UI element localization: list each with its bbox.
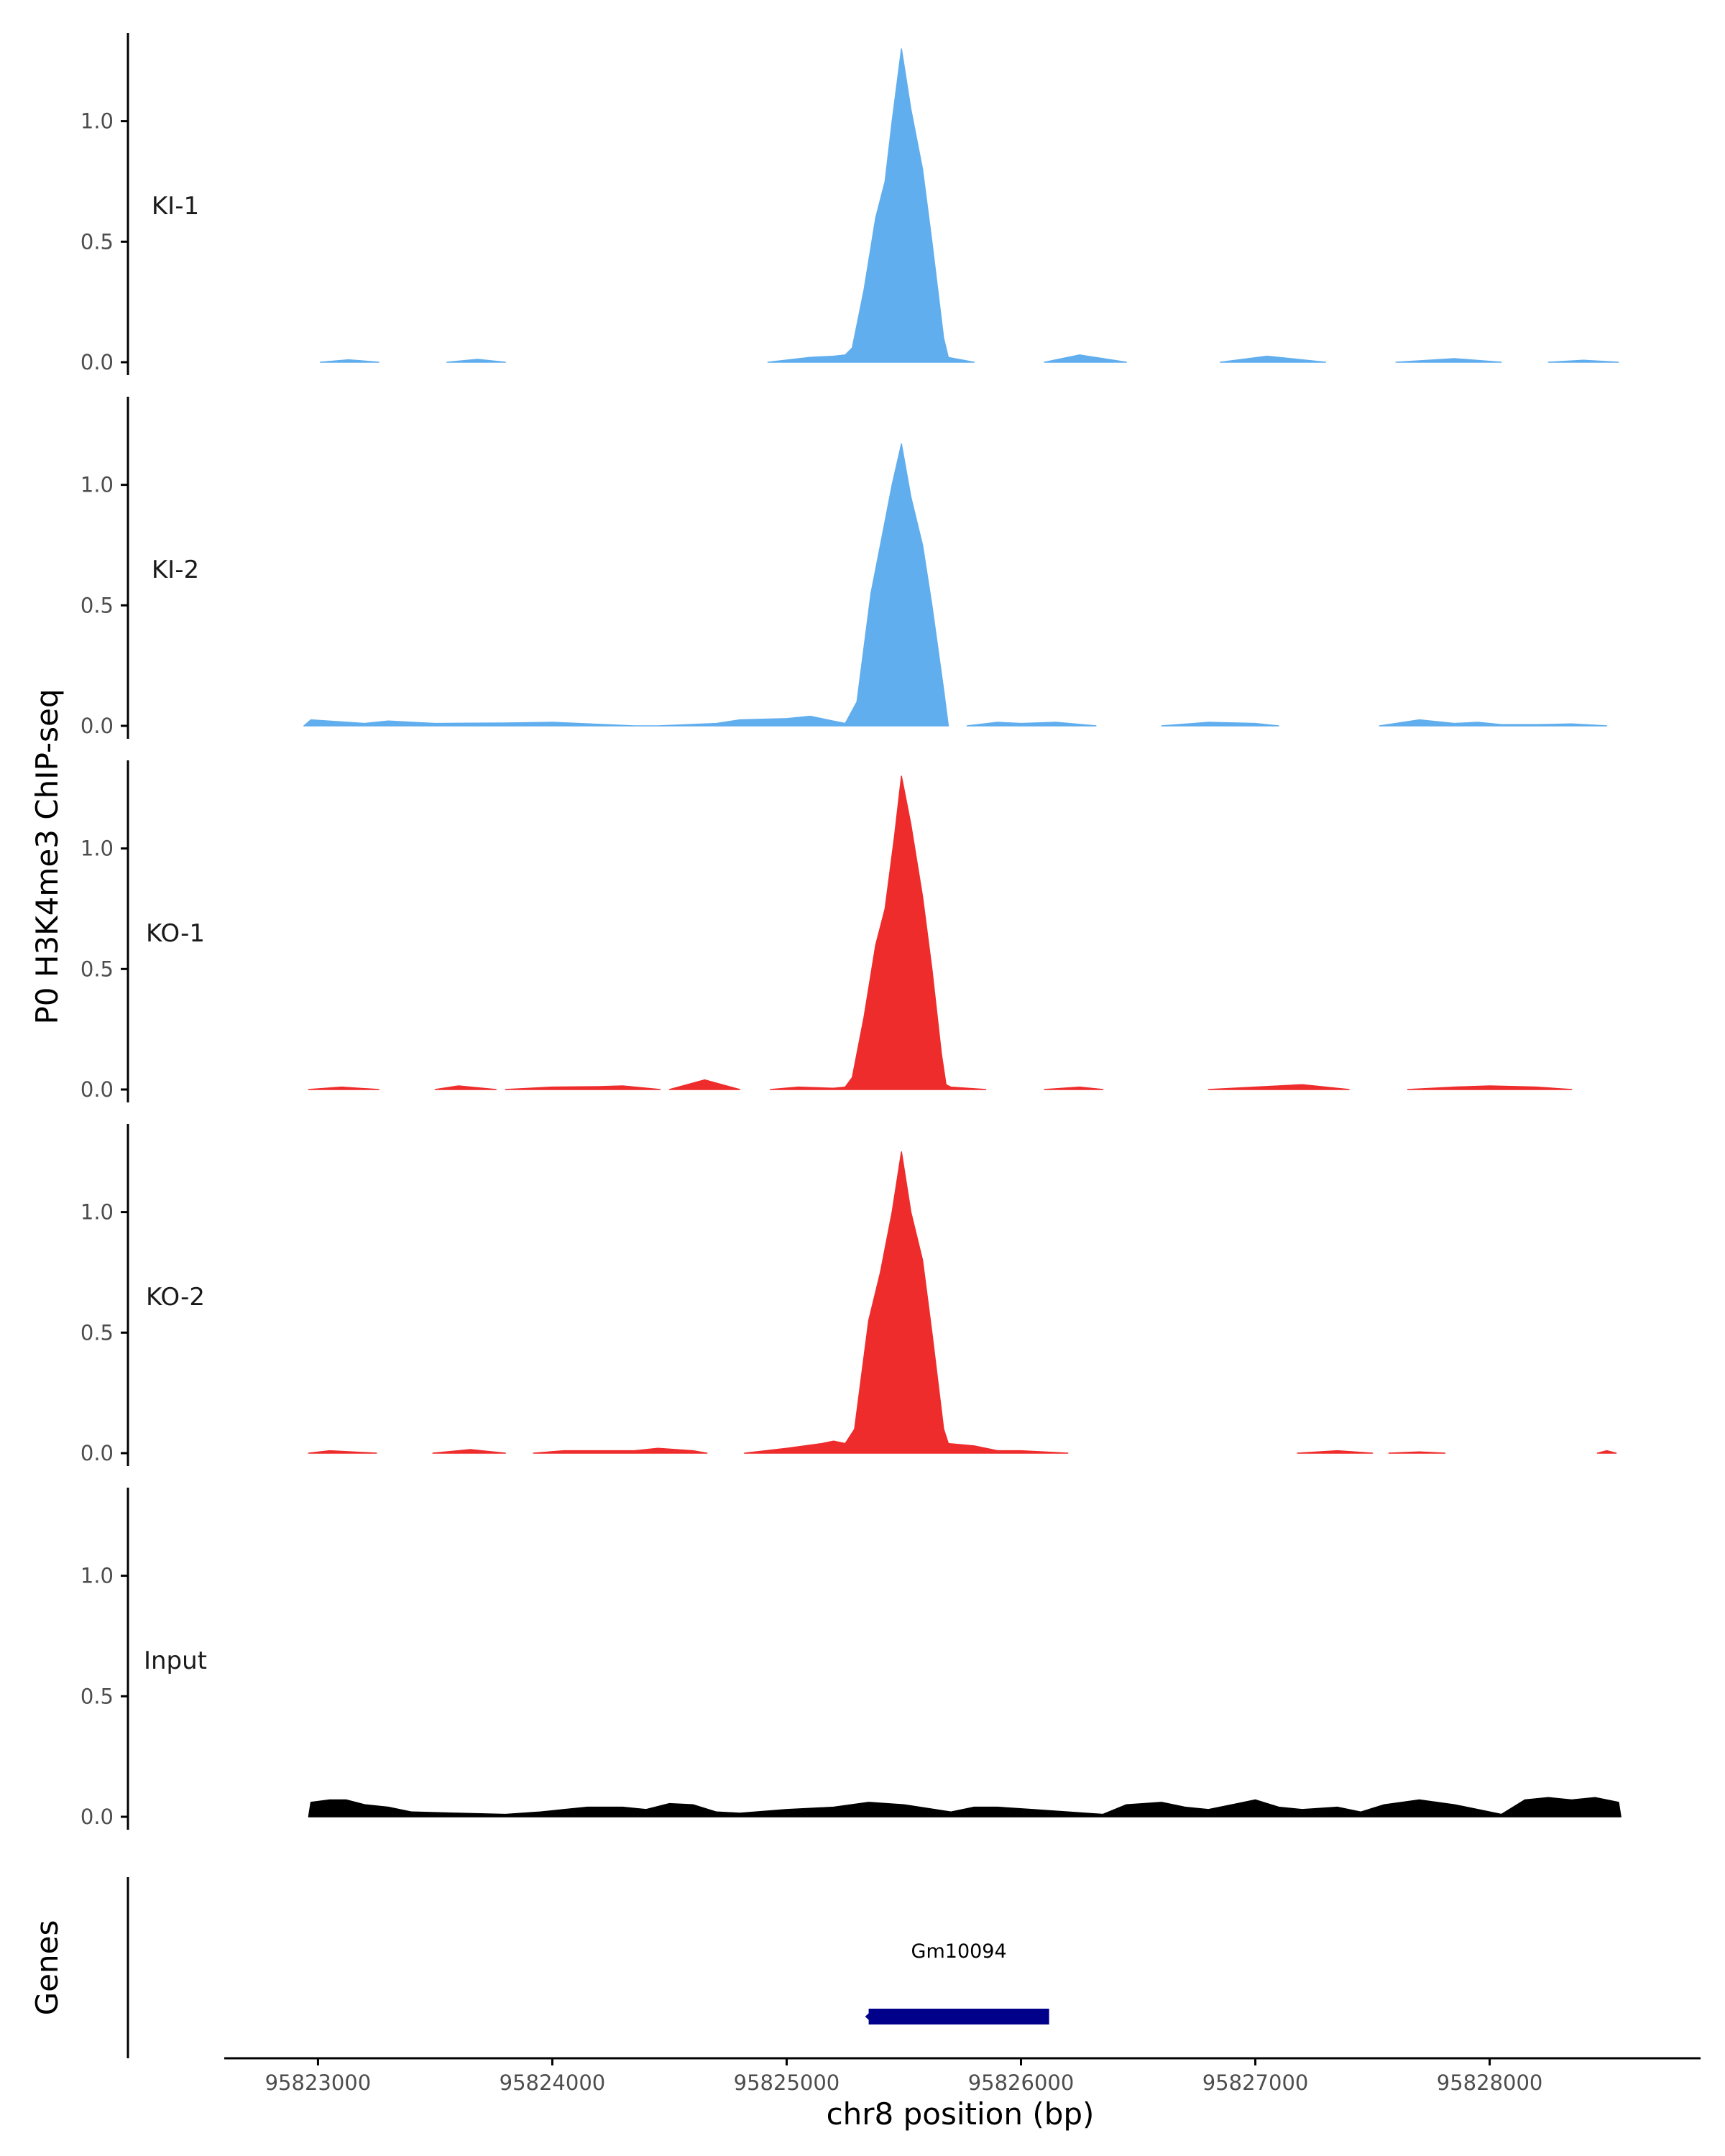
coverage-area [767,48,975,363]
y-tick-label: 0.0 [80,1805,114,1829]
coverage-area [1596,1450,1617,1454]
y-tick-label: 1.0 [80,109,114,134]
coverage-area [308,1086,380,1090]
coverage-area [1407,1085,1573,1090]
x-tick-label: 95826000 [968,2070,1075,2095]
y-tick-label: 0.5 [80,1684,114,1708]
coverage-area [769,775,987,1090]
y-tick-label: 0.5 [80,229,114,254]
x-axis-title: chr8 position (bp) [827,2096,1095,2132]
coverage-area [668,1079,741,1090]
x-tick-label: 95824000 [500,2070,606,2095]
coverage-area [1219,355,1327,363]
track-panel-ko-1: 0.0 0.5 1.0 KO-1 [80,760,1573,1102]
y-tick-label: 1.0 [80,473,114,497]
coverage-area [1208,1084,1350,1090]
track-panel-ki-2: 0.0 0.5 1.0 KI-2 [80,397,1608,739]
x-tick-label: 95823000 [265,2070,372,2095]
genes-axis-title: Genes [29,1920,65,2016]
y-tick-label: 0.5 [80,957,114,981]
coverage-area [319,359,380,363]
y-tick-label: 0.5 [80,1320,114,1345]
coverage-area [1161,722,1279,727]
track-panel-input: 0.0 0.5 1.0 Input [80,1488,1622,1830]
gene-body [868,2009,1049,2024]
coverage-area [1547,359,1619,363]
y-tick-label: 0.0 [80,1077,114,1102]
coverage-area [1044,354,1127,363]
track-panel-ki-1: 0.0 0.5 1.0 KI-1 [80,33,1619,375]
track-label: KO-1 [146,919,205,948]
y-tick-label: 0.0 [80,714,114,738]
x-tick-label: 95828000 [1437,2070,1543,2095]
coverage-area [1044,1086,1104,1090]
coverage-tracks: 0.00.51.0KI-10.00.51.0KI-20.00.51.0KO-10… [80,33,1622,1830]
coverage-area [505,1085,661,1090]
track-label: Input [144,1646,207,1675]
y-tick-label: 0.0 [80,350,114,374]
genes-track: Gm10094 [126,1877,1049,2058]
coverage-area [303,443,949,727]
coverage-area [308,1797,1622,1818]
coverage-area [434,1085,497,1090]
track-label: KI-2 [152,556,199,584]
coverage-area [744,1151,1069,1454]
x-axis: 95823000 95824000 95825000 95826000 95827000… [224,2057,1701,2095]
coverage-area [446,359,506,363]
y-tick-label: 1.0 [80,1564,114,1588]
gene-strand-arrow-icon [865,2009,875,2024]
track-label: KI-1 [152,192,199,221]
coverage-area [1297,1450,1374,1454]
x-tick-label: 95825000 [734,2070,840,2095]
y-tick-label: 0.5 [80,593,114,617]
y-axis-title: P0 H3K4me3 ChIP-seq [29,688,65,1024]
coverage-area [432,1449,506,1454]
x-tick-label: 95827000 [1202,2070,1309,2095]
track-label: KO-2 [146,1283,205,1312]
track-panel-ko-2: 0.0 0.5 1.0 KO-2 [80,1124,1617,1466]
coverage-area [1379,719,1608,727]
y-tick-label: 1.0 [80,837,114,861]
coverage-area [533,1447,708,1454]
coverage-area [1395,358,1502,363]
coverage-area [1388,1451,1446,1454]
coverage-area [308,1450,377,1454]
gene-label: Gm10094 [911,1940,1007,1963]
coverage-area [966,722,1097,727]
y-tick-label: 1.0 [80,1200,114,1225]
y-tick-label: 0.0 [80,1441,114,1465]
